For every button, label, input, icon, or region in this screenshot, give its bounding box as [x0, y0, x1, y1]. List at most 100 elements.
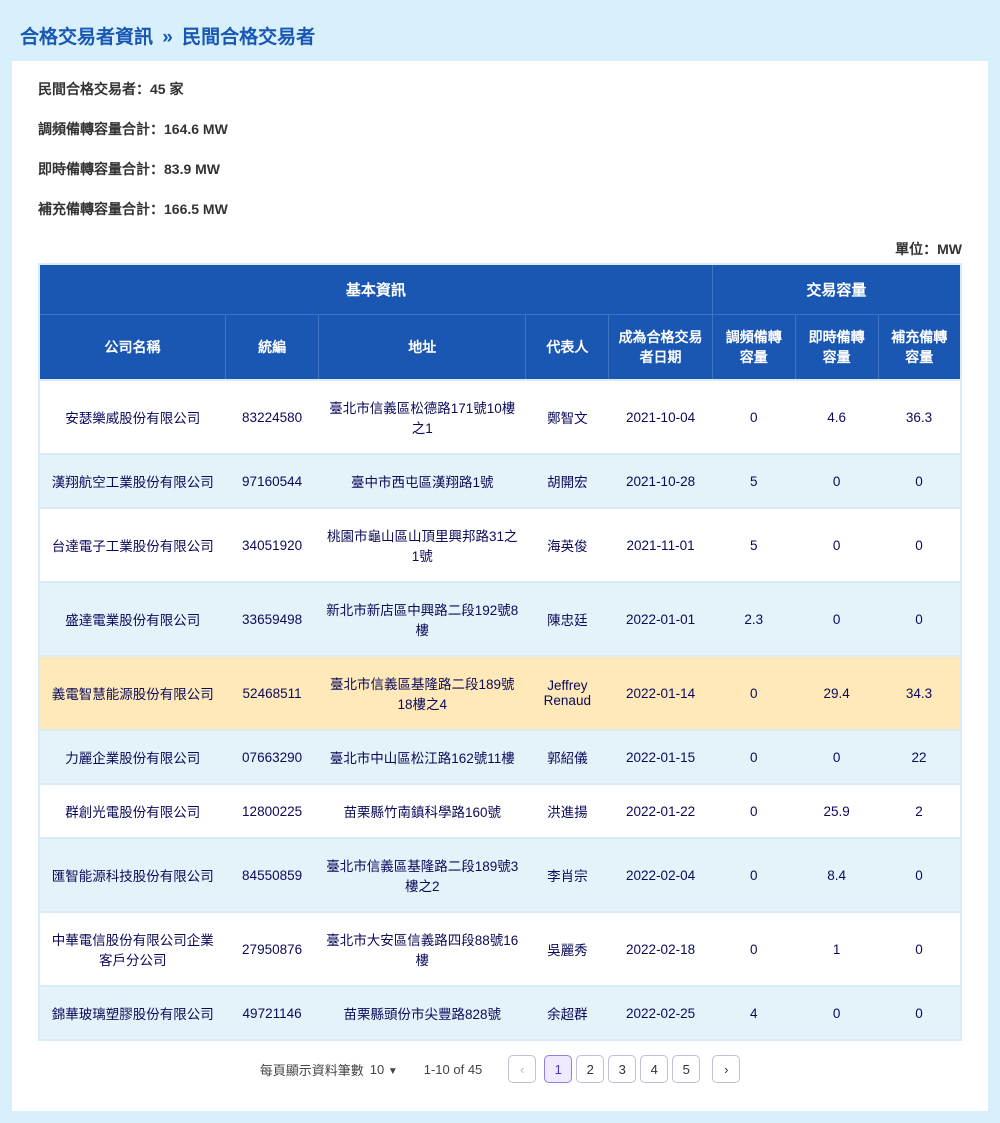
- table-row: 義電智慧能源股份有限公司52468511臺北市信義區基隆路二段189號18樓之4…: [39, 656, 961, 730]
- cell-rep: 吳麗秀: [526, 912, 609, 986]
- summary-instant-value: 83.9 MW: [164, 161, 220, 177]
- breadcrumb: 合格交易者資訊 » 民間合格交易者: [12, 12, 988, 61]
- page-button-1[interactable]: 1: [544, 1055, 572, 1083]
- page-size-select[interactable]: 10 ▼: [370, 1062, 398, 1077]
- th-instant[interactable]: 即時備轉容量: [795, 315, 878, 381]
- cell-instant: 0: [795, 454, 878, 508]
- cell-rep: 洪進揚: [526, 784, 609, 838]
- cell-address: 臺北市信義區基隆路二段189號18樓之4: [319, 656, 526, 730]
- cell-freq: 0: [712, 656, 795, 730]
- summary-freq-label: 調頻備轉容量合計：: [38, 121, 164, 137]
- cell-taxid: 83224580: [225, 380, 318, 454]
- cell-company: 盛達電業股份有限公司: [39, 582, 225, 656]
- breadcrumb-current: 民間合格交易者: [182, 27, 315, 48]
- cell-address: 苗栗縣頭份市尖豐路828號: [319, 986, 526, 1040]
- table-row: 錦華玻璃塑膠股份有限公司49721146苗栗縣頭份市尖豐路828號余超群2022…: [39, 986, 961, 1040]
- cell-company: 義電智慧能源股份有限公司: [39, 656, 225, 730]
- cell-company: 力麗企業股份有限公司: [39, 730, 225, 784]
- cell-date: 2022-02-04: [609, 838, 713, 912]
- page-size-label: 每頁顯示資料筆數: [260, 1060, 364, 1079]
- cell-company: 群創光電股份有限公司: [39, 784, 225, 838]
- cell-supp: 36.3: [878, 380, 961, 454]
- breadcrumb-root[interactable]: 合格交易者資訊: [20, 27, 153, 48]
- cell-rep: 海英俊: [526, 508, 609, 582]
- table-row: 匯智能源科技股份有限公司84550859臺北市信義區基隆路二段189號3樓之2李…: [39, 838, 961, 912]
- pagination: 每頁顯示資料筆數 10 ▼ 1-10 of 45 ‹ 12345 ›: [38, 1041, 962, 1093]
- cell-freq: 5: [712, 508, 795, 582]
- cell-date: 2022-02-18: [609, 912, 713, 986]
- table-row: 群創光電股份有限公司12800225苗栗縣竹南鎮科學路160號洪進揚2022-0…: [39, 784, 961, 838]
- cell-taxid: 12800225: [225, 784, 318, 838]
- cell-instant: 0: [795, 730, 878, 784]
- th-rep[interactable]: 代表人: [526, 315, 609, 381]
- summary-instant: 即時備轉容量合計：83.9 MW: [38, 159, 962, 179]
- cell-taxid: 84550859: [225, 838, 318, 912]
- page-prev-button[interactable]: ‹: [508, 1055, 536, 1083]
- cell-rep: 郭紹儀: [526, 730, 609, 784]
- cell-company: 中華電信股份有限公司企業客戶分公司: [39, 912, 225, 986]
- table-row: 漢翔航空工業股份有限公司97160544臺中市西屯區漢翔路1號胡開宏2021-1…: [39, 454, 961, 508]
- cell-date: 2022-01-01: [609, 582, 713, 656]
- th-address[interactable]: 地址: [319, 315, 526, 381]
- main-panel: 民間合格交易者：45 家 調頻備轉容量合計：164.6 MW 即時備轉容量合計：…: [12, 61, 988, 1111]
- cell-supp: 2: [878, 784, 961, 838]
- summary-freq-value: 164.6 MW: [164, 121, 228, 137]
- cell-company: 安瑟樂威股份有限公司: [39, 380, 225, 454]
- cell-taxid: 97160544: [225, 454, 318, 508]
- cell-freq: 5: [712, 454, 795, 508]
- cell-freq: 4: [712, 986, 795, 1040]
- page-button-4[interactable]: 4: [640, 1055, 668, 1083]
- th-taxid[interactable]: 統編: [225, 315, 318, 381]
- cell-company: 台達電子工業股份有限公司: [39, 508, 225, 582]
- page-button-5[interactable]: 5: [672, 1055, 700, 1083]
- cell-rep: 余超群: [526, 986, 609, 1040]
- cell-address: 桃園市龜山區山頂里興邦路31之1號: [319, 508, 526, 582]
- cell-address: 臺北市大安區信義路四段88號16樓: [319, 912, 526, 986]
- summary-instant-label: 即時備轉容量合計：: [38, 161, 164, 177]
- cell-taxid: 33659498: [225, 582, 318, 656]
- cell-taxid: 49721146: [225, 986, 318, 1040]
- cell-address: 臺北市信義區松德路171號10樓之1: [319, 380, 526, 454]
- cell-supp: 0: [878, 508, 961, 582]
- summary-supp-value: 166.5 MW: [164, 201, 228, 217]
- cell-date: 2021-10-04: [609, 380, 713, 454]
- cell-rep: 陳忠廷: [526, 582, 609, 656]
- cell-freq: 0: [712, 838, 795, 912]
- cell-date: 2022-02-25: [609, 986, 713, 1040]
- cell-instant: 25.9: [795, 784, 878, 838]
- cell-date: 2022-01-14: [609, 656, 713, 730]
- cell-taxid: 52468511: [225, 656, 318, 730]
- cell-freq: 0: [712, 912, 795, 986]
- table-row: 中華電信股份有限公司企業客戶分公司27950876臺北市大安區信義路四段88號1…: [39, 912, 961, 986]
- cell-rep: 胡開宏: [526, 454, 609, 508]
- cell-rep: Jeffrey Renaud: [526, 656, 609, 730]
- cell-instant: 29.4: [795, 656, 878, 730]
- cell-supp: 0: [878, 838, 961, 912]
- cell-date: 2022-01-15: [609, 730, 713, 784]
- th-freq[interactable]: 調頻備轉容量: [712, 315, 795, 381]
- summary-count: 民間合格交易者：45 家: [38, 79, 962, 99]
- cell-supp: 0: [878, 454, 961, 508]
- cell-taxid: 07663290: [225, 730, 318, 784]
- th-date[interactable]: 成為合格交易者日期: [609, 315, 713, 381]
- th-company[interactable]: 公司名稱: [39, 315, 225, 381]
- page-button-2[interactable]: 2: [576, 1055, 604, 1083]
- th-supp[interactable]: 補充備轉容量: [878, 315, 961, 381]
- chevron-down-icon: ▼: [388, 1066, 398, 1077]
- cell-company: 匯智能源科技股份有限公司: [39, 838, 225, 912]
- cell-rep: 鄭智文: [526, 380, 609, 454]
- cell-instant: 0: [795, 508, 878, 582]
- cell-instant: 0: [795, 986, 878, 1040]
- page-range: 1-10 of 45: [424, 1062, 483, 1077]
- cell-taxid: 34051920: [225, 508, 318, 582]
- cell-address: 苗栗縣竹南鎮科學路160號: [319, 784, 526, 838]
- cell-instant: 4.6: [795, 380, 878, 454]
- page-next-button[interactable]: ›: [712, 1055, 740, 1083]
- traders-table: 基本資訊 交易容量 公司名稱 統編 地址 代表人 成為合格交易者日期 調頻備轉容…: [38, 263, 962, 1041]
- cell-address: 臺北市中山區松江路162號11樓: [319, 730, 526, 784]
- cell-company: 錦華玻璃塑膠股份有限公司: [39, 986, 225, 1040]
- cell-date: 2022-01-22: [609, 784, 713, 838]
- cell-freq: 2.3: [712, 582, 795, 656]
- page-button-3[interactable]: 3: [608, 1055, 636, 1083]
- table-row: 力麗企業股份有限公司07663290臺北市中山區松江路162號11樓郭紹儀202…: [39, 730, 961, 784]
